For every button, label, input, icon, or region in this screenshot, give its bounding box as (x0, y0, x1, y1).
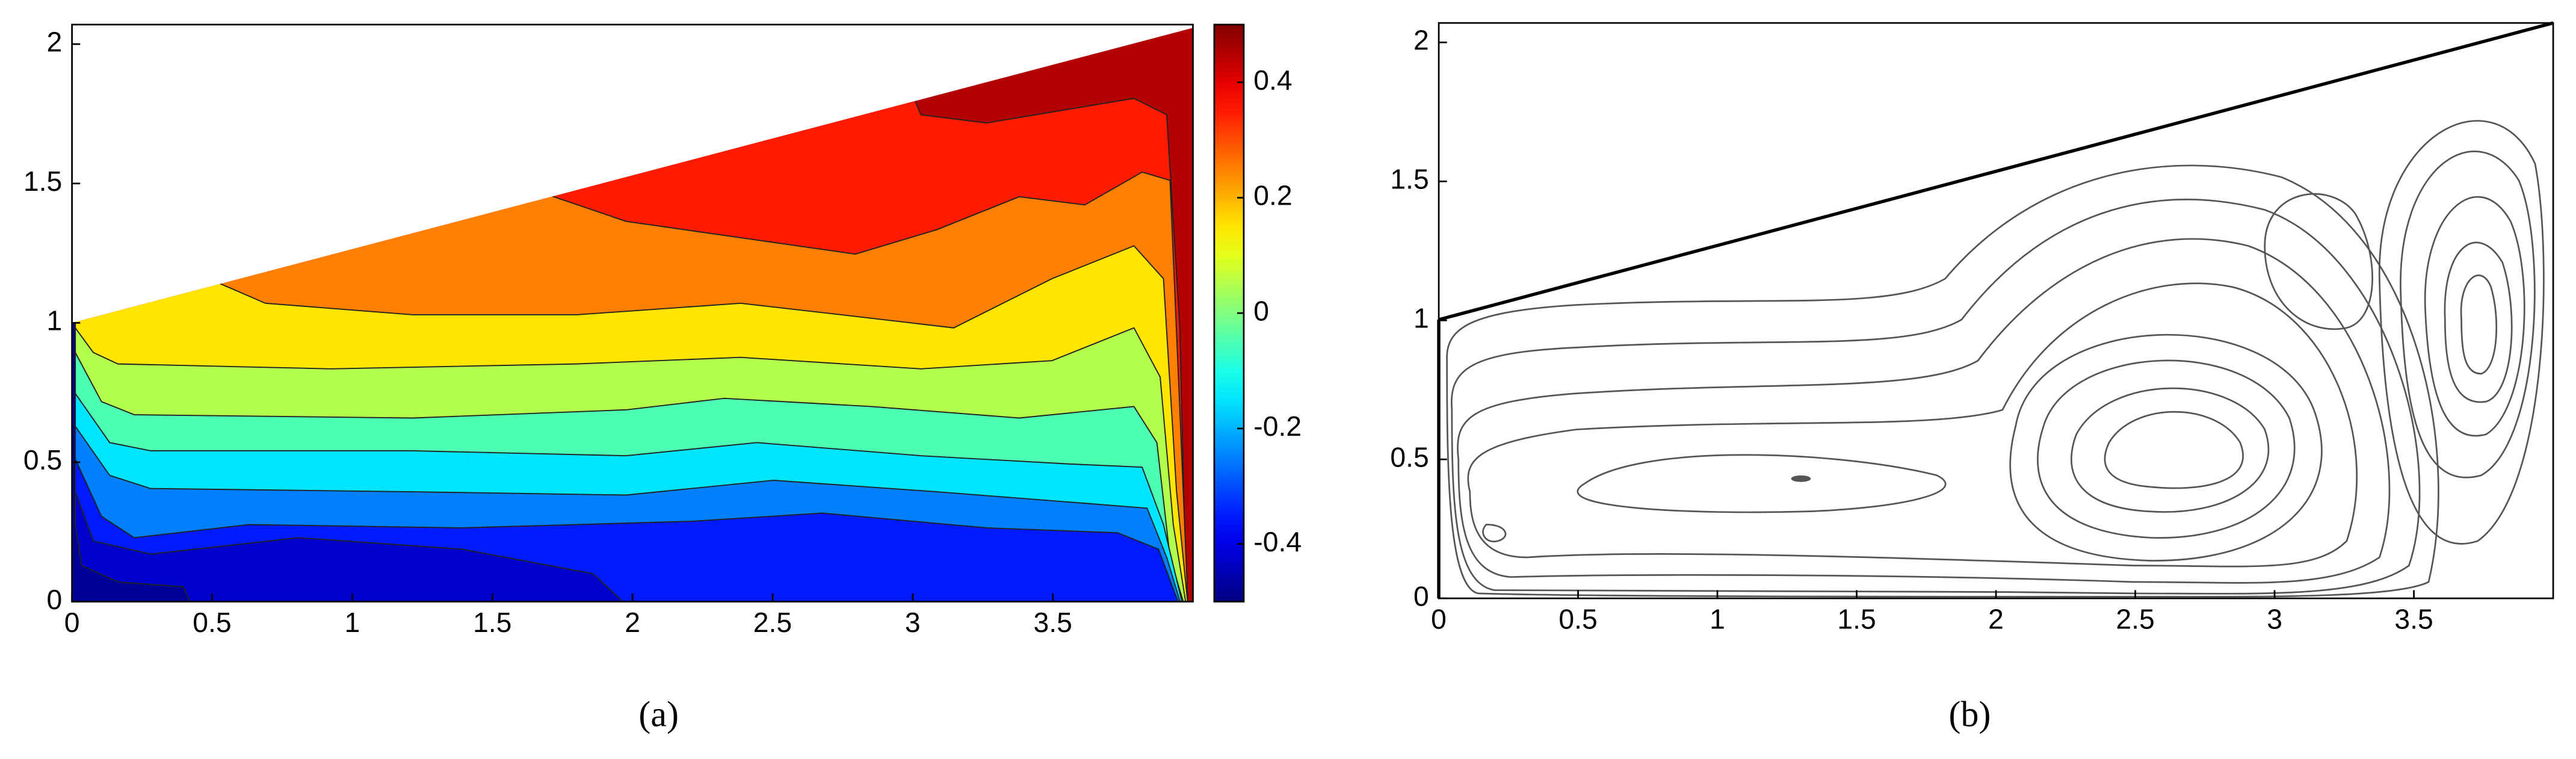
streamline-core (1791, 475, 1811, 482)
x-tick-label: 0.5 (193, 607, 231, 638)
streamline (2400, 150, 2536, 479)
caption: (b) (1949, 695, 1991, 734)
colorbar-tick-label: 0.4 (1253, 64, 1292, 96)
x-tick-label: 0 (64, 607, 80, 638)
y-tick-label: 1 (47, 305, 63, 336)
panel-a: 0 0.5 1 1.5 2 2.5 3 3.5 0 0.5 1 1.5 2 -0.4 -0.2 0 0.2 0.4 (23, 23, 1302, 638)
streamlines (1446, 120, 2545, 598)
x-tick-label: 0 (1431, 603, 1447, 634)
streamline (1482, 524, 1507, 543)
x-tick-label: 1 (344, 607, 360, 638)
x-tick-label: 3.5 (1033, 607, 1072, 638)
y-tick-label: 0.5 (23, 444, 62, 476)
streamline (2071, 387, 2270, 513)
y-tick-label: 0 (1413, 580, 1429, 612)
streamline (2460, 274, 2498, 375)
colorbar-tick-label: 0 (1253, 295, 1269, 326)
streamline (2264, 193, 2373, 330)
x-tick-label: 2.5 (753, 607, 792, 638)
contour-band (72, 28, 1184, 602)
axes-frame (1438, 22, 2554, 599)
colorbar-tick-label: -0.4 (1253, 526, 1302, 557)
streamline (1467, 282, 2358, 568)
colorbar-tick-label: 0.2 (1253, 180, 1292, 211)
streamline (2444, 241, 2513, 403)
x-tick-label: 3 (2267, 603, 2282, 634)
streamline (2104, 410, 2244, 489)
y-tick-label: 2 (1413, 25, 1429, 56)
streamline (2379, 120, 2545, 545)
x-tick-label: 0.5 (1558, 603, 1597, 634)
x-tick-label: 2.5 (2116, 603, 2154, 634)
streamline (2424, 196, 2525, 437)
contour-fill (72, 28, 1193, 602)
x-tick-label: 1.5 (1837, 603, 1876, 634)
x-tick-label: 2 (1988, 603, 2004, 634)
x-tick-label: 3 (905, 607, 921, 638)
streamline (2009, 333, 2323, 562)
x-tick-label: 2 (625, 607, 640, 638)
domain-top (1438, 21, 2554, 321)
y-tick-label: 1 (1413, 303, 1429, 334)
x-tick-label: 1 (1710, 603, 1725, 634)
x-tick-label: 3.5 (2394, 603, 2433, 634)
contour-band (72, 28, 193, 602)
y-tick-label: 1.5 (1390, 164, 1429, 195)
colorbar-tick-label: -0.2 (1253, 410, 1302, 442)
y-tick-label: 2 (47, 26, 63, 58)
contour-band (72, 28, 627, 602)
y-tick-label: 0.5 (1390, 441, 1429, 472)
y-tick-label: 1.5 (23, 166, 62, 197)
caption: (a) (638, 695, 679, 734)
streamline (1450, 199, 2421, 595)
y-tick-label: 0 (47, 584, 63, 615)
streamline (1457, 238, 2391, 584)
x-tick-label: 1.5 (473, 607, 511, 638)
panel-b: 0 0.5 1 1.5 2 2.5 3 3.5 0 0.5 1 1.5 2 (1390, 21, 2554, 634)
streamline (1577, 454, 1947, 513)
streamline (2037, 359, 2296, 539)
streamline (1446, 164, 2439, 598)
